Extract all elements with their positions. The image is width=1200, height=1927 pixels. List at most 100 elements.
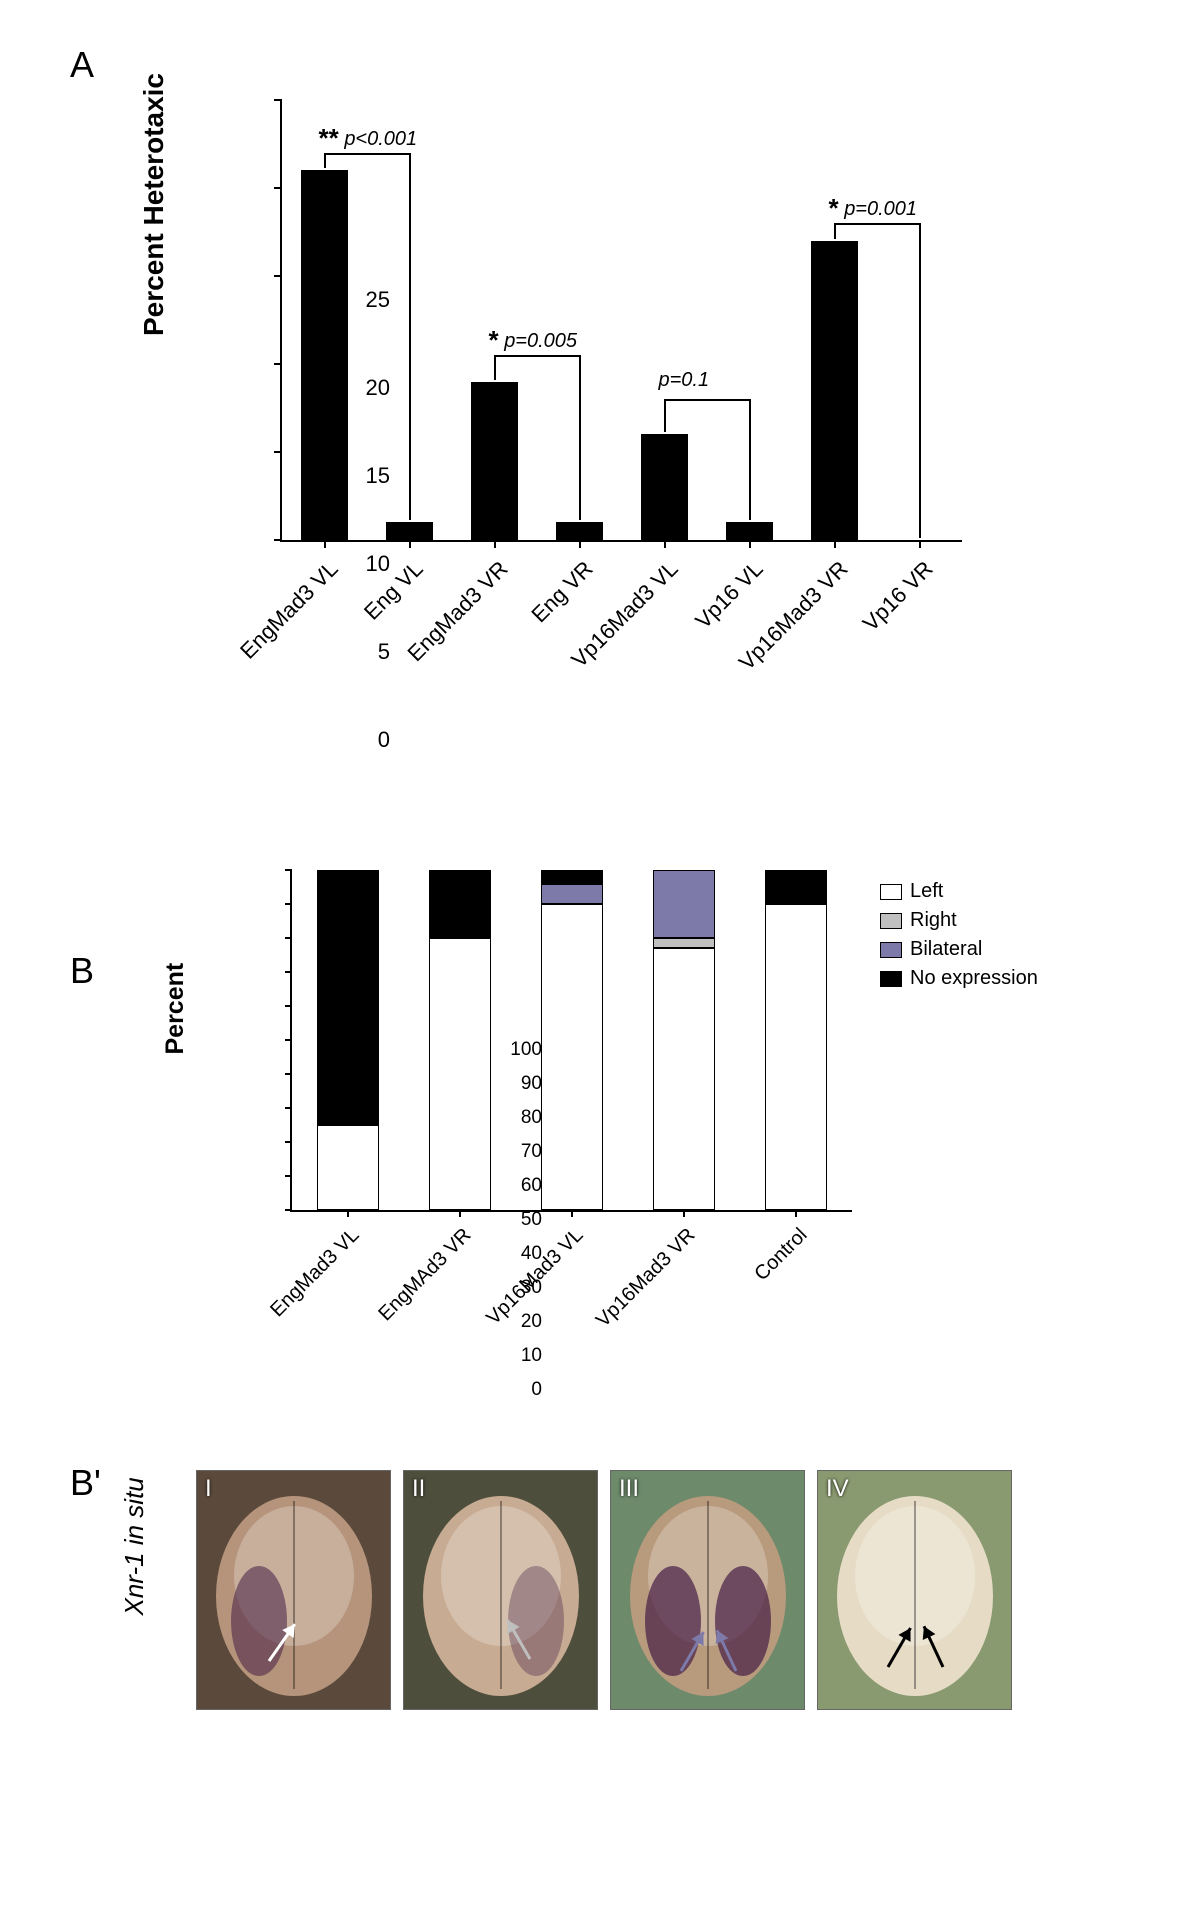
chart-a: Percent Heterotaxic EngMad3 VLEng VLEngM… xyxy=(180,100,980,740)
chart-a-ytick xyxy=(274,363,282,365)
chart-b-ytick-label: 50 xyxy=(502,1209,542,1231)
chart-b-ylabel: Percent xyxy=(161,963,190,1055)
chart-a-xtick xyxy=(579,540,581,548)
embryo-icon xyxy=(611,1471,805,1710)
chart-b-ytick xyxy=(285,1209,292,1211)
chart-b-legend-swatch xyxy=(880,913,902,929)
chart-a-bracket-leg xyxy=(579,355,581,520)
chart-b-legend-item: No expression xyxy=(880,967,1038,990)
panel-label-a: A xyxy=(70,44,94,86)
chart-a-bar xyxy=(556,522,603,540)
chart-a-xtick xyxy=(494,540,496,548)
chart-b-legend-label: Bilateral xyxy=(910,938,982,961)
chart-a-bracket-leg xyxy=(409,153,411,521)
chart-b-legend-label: No expression xyxy=(910,967,1038,990)
chart-b-segment xyxy=(653,870,715,938)
chart-b-segment xyxy=(653,938,715,948)
chart-a-bar xyxy=(641,434,688,540)
chart-b-ytick-label: 10 xyxy=(502,1345,542,1367)
chart-b-legend-label: Left xyxy=(910,880,943,903)
chart-b-xtick xyxy=(347,1210,349,1217)
chart-b-ytick xyxy=(285,1039,292,1041)
chart-b-xtick xyxy=(571,1210,573,1217)
chart-b-ytick-label: 100 xyxy=(502,1039,542,1061)
chart-a-ytick xyxy=(274,451,282,453)
chart-b-legend: Left Right Bilateral No expression xyxy=(880,880,1038,996)
chart-a-ytick-label: 20 xyxy=(350,375,390,401)
chart-b-ytick xyxy=(285,1005,292,1007)
panel-bp-image: I xyxy=(196,1470,391,1710)
chart-b-legend-item: Bilateral xyxy=(880,938,1038,961)
chart-b-segment xyxy=(541,884,603,904)
chart-a-bracket xyxy=(665,399,750,401)
chart-a-ytick-label: 25 xyxy=(350,287,390,313)
chart-a-ytick-label: 10 xyxy=(350,551,390,577)
chart-b-legend-label: Right xyxy=(910,909,957,932)
panel-bp-image: IV xyxy=(817,1470,1012,1710)
chart-b-xlabel: EngMAd3 VR xyxy=(354,1224,476,1346)
chart-b-legend-item: Left xyxy=(880,880,1038,903)
chart-b-segment xyxy=(317,1125,379,1210)
chart-a-bracket-leg xyxy=(664,399,666,432)
chart-a-ytick-label: 5 xyxy=(350,639,390,665)
chart-a-bar xyxy=(811,241,858,540)
panel-bp-roman: IV xyxy=(826,1475,849,1503)
chart-b-ytick-label: 30 xyxy=(502,1277,542,1299)
chart-b-segment xyxy=(765,870,827,904)
chart-a-ytick xyxy=(274,187,282,189)
panel-label-b: B xyxy=(70,950,94,992)
chart-a-xtick xyxy=(834,540,836,548)
chart-b-legend-swatch xyxy=(880,884,902,900)
chart-b-xlabel: Vp16Mad3 VR xyxy=(578,1224,700,1346)
chart-a-bar xyxy=(386,522,433,540)
chart-b-ytick xyxy=(285,869,292,871)
chart-b-segment xyxy=(317,870,379,1125)
chart-b-ytick xyxy=(285,937,292,939)
chart-a-xtick xyxy=(749,540,751,548)
chart-a-ytick xyxy=(274,99,282,101)
chart-b-xtick xyxy=(795,1210,797,1217)
chart-a-sig-label: * p=0.001 xyxy=(829,193,918,224)
chart-b-segment xyxy=(653,948,715,1210)
panel-bp-image: II xyxy=(403,1470,598,1710)
chart-a-bracket-leg xyxy=(919,223,921,538)
chart-b-segment xyxy=(765,904,827,1210)
chart-a-ytick xyxy=(274,275,282,277)
chart-b-ytick xyxy=(285,1141,292,1143)
chart-b-ytick-label: 80 xyxy=(502,1107,542,1129)
panel-bp-roman: III xyxy=(619,1475,639,1503)
chart-b-segment xyxy=(429,870,491,938)
chart-a-xtick xyxy=(409,540,411,548)
chart-b-ytick-label: 60 xyxy=(502,1175,542,1197)
chart-b-ytick xyxy=(285,971,292,973)
chart-b-xtick xyxy=(683,1210,685,1217)
chart-b-legend-swatch xyxy=(880,971,902,987)
chart-a-bracket-leg xyxy=(834,223,836,239)
chart-b-legend-item: Right xyxy=(880,909,1038,932)
embryo-icon xyxy=(818,1471,1012,1710)
chart-b-xlabel: Control xyxy=(690,1224,812,1346)
chart-b-segment xyxy=(541,870,603,884)
chart-a-ytick-label: 15 xyxy=(350,463,390,489)
chart-a-xtick xyxy=(324,540,326,548)
embryo-icon xyxy=(404,1471,598,1710)
panel-label-bp: B' xyxy=(70,1462,101,1504)
chart-b: Percent EngMad3 VLEngMAd3 VRVp16Mad3 VLV… xyxy=(220,870,1040,1390)
chart-a-ytick-label: 0 xyxy=(350,727,390,753)
chart-a-xtick xyxy=(664,540,666,548)
chart-a-bar xyxy=(301,170,348,540)
chart-a-bracket-leg xyxy=(494,355,496,379)
chart-a-sig-label: p=0.1 xyxy=(659,369,710,392)
panel-bp-image: III xyxy=(610,1470,805,1710)
chart-b-ytick xyxy=(285,1073,292,1075)
chart-b-plot: EngMad3 VLEngMAd3 VRVp16Mad3 VLVp16Mad3 … xyxy=(290,870,852,1212)
chart-b-ytick xyxy=(285,1107,292,1109)
chart-a-ylabel: Percent Heterotaxic xyxy=(138,73,170,336)
chart-b-ytick-label: 20 xyxy=(502,1311,542,1333)
chart-b-ytick xyxy=(285,1175,292,1177)
chart-b-xtick xyxy=(459,1210,461,1217)
chart-b-segment xyxy=(429,938,491,1210)
chart-b-segment xyxy=(541,904,603,1210)
chart-b-ytick-label: 90 xyxy=(502,1073,542,1095)
panel-bp-ylabel: Xnr-1 in situ xyxy=(119,1477,150,1615)
